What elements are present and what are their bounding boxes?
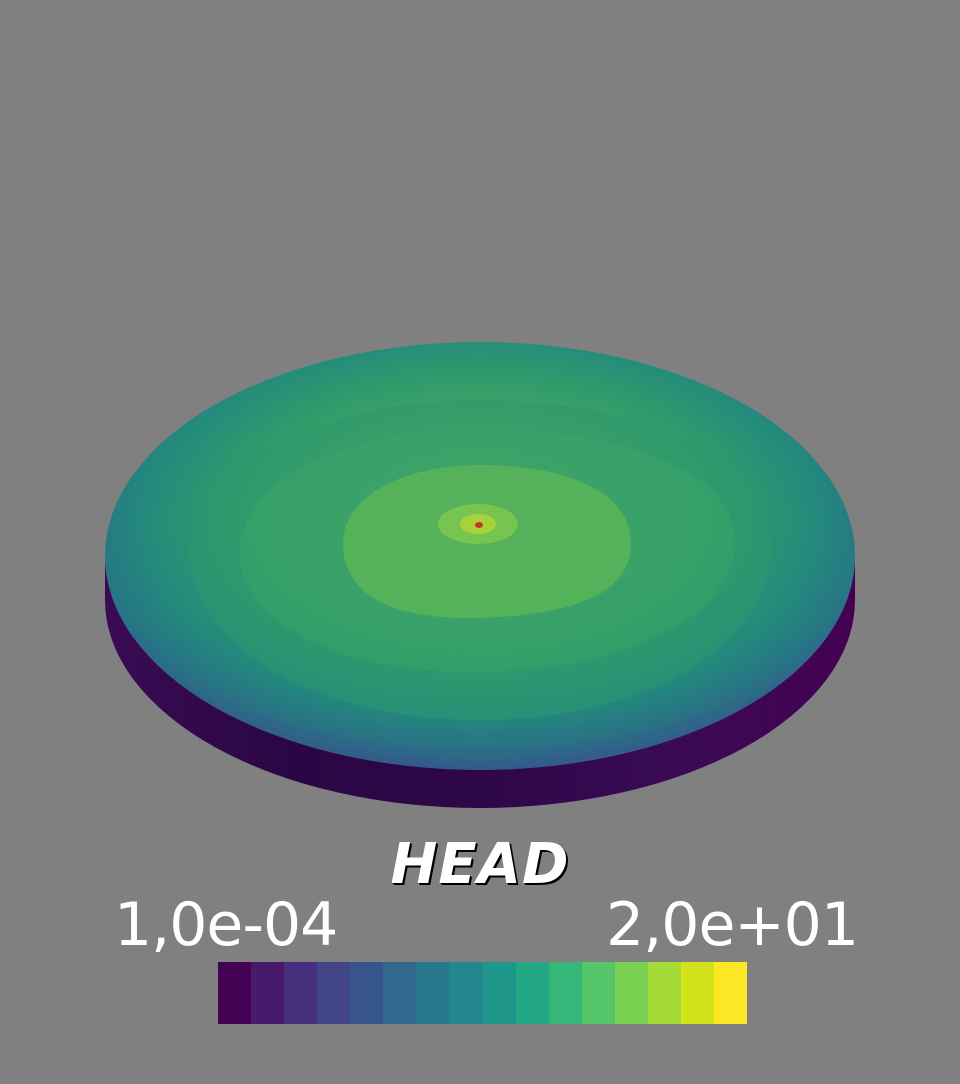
colorbar-swatch (515, 962, 549, 1024)
colorbar-swatch (317, 962, 351, 1024)
colorbar-swatch (581, 962, 615, 1024)
colorbar-swatch (284, 962, 318, 1024)
colorbar-swatch (449, 962, 483, 1024)
colorbar-swatch (680, 962, 714, 1024)
disc-render[interactable] (0, 0, 960, 830)
colorbar-swatch (482, 962, 516, 1024)
colorbar-swatch (350, 962, 384, 1024)
colorbar-swatch (251, 962, 285, 1024)
scalar-bar-min-label: 1,0e-04 (114, 890, 338, 960)
colorbar-swatch (548, 962, 582, 1024)
disc-top-surface (105, 342, 855, 770)
colorbar-swatch (218, 962, 252, 1024)
scalar-bar-title: HEAD (390, 832, 570, 897)
colorbar-swatch (383, 962, 417, 1024)
disc-side (105, 556, 855, 808)
colorbar-swatch (713, 962, 747, 1024)
scalar-bar-max-label: 2,0e+01 (606, 890, 859, 960)
colorbar-swatch (416, 962, 450, 1024)
colorbar-swatch (614, 962, 648, 1024)
colorbar-swatch (647, 962, 681, 1024)
scalar-bar-colormap (218, 962, 747, 1024)
